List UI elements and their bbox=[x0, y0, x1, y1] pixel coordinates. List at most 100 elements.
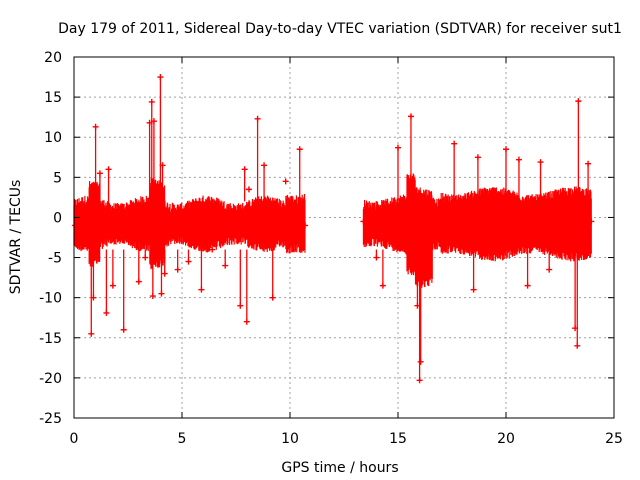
data-point bbox=[88, 330, 95, 337]
data-point bbox=[114, 226, 121, 233]
x-tick-label: 15 bbox=[389, 431, 407, 447]
data-point bbox=[254, 115, 261, 122]
data-point bbox=[245, 186, 252, 193]
data-point bbox=[250, 222, 257, 229]
data-point bbox=[416, 377, 423, 384]
x-tick-label: 5 bbox=[178, 431, 187, 447]
x-axis: 0 5 10 15 20 25 bbox=[70, 57, 623, 447]
data-point bbox=[588, 218, 595, 225]
y-tick-label: -10 bbox=[39, 291, 62, 307]
data-point bbox=[585, 160, 592, 167]
data-point bbox=[397, 222, 404, 229]
data-point bbox=[298, 246, 305, 253]
x-tick-label: 25 bbox=[605, 431, 623, 447]
y-tick-label: -25 bbox=[39, 411, 62, 427]
data-point bbox=[191, 218, 198, 225]
data-point bbox=[451, 140, 458, 147]
data-point bbox=[524, 282, 531, 289]
data-point bbox=[578, 238, 585, 245]
data-point bbox=[179, 222, 185, 229]
data-point bbox=[386, 234, 393, 241]
data-point bbox=[438, 226, 445, 233]
data-point bbox=[105, 166, 112, 173]
data-point bbox=[96, 170, 103, 177]
y-tick-label: -20 bbox=[39, 371, 62, 387]
data-point bbox=[459, 222, 466, 229]
data-point bbox=[417, 358, 424, 365]
data-point bbox=[103, 309, 110, 316]
data-point bbox=[149, 293, 156, 300]
data-point bbox=[261, 162, 268, 169]
data-point bbox=[161, 270, 168, 277]
data-point bbox=[168, 220, 175, 227]
data-point bbox=[243, 318, 250, 325]
x-tick-label: 0 bbox=[70, 431, 79, 447]
data-point bbox=[470, 286, 477, 293]
data-point bbox=[509, 226, 516, 233]
data-point bbox=[269, 294, 276, 301]
data-point bbox=[209, 246, 216, 253]
data-point bbox=[302, 222, 309, 229]
data-point bbox=[150, 118, 157, 125]
data-point bbox=[360, 218, 367, 225]
data-point bbox=[90, 294, 97, 301]
data-point bbox=[215, 218, 222, 225]
data-point bbox=[282, 178, 289, 185]
data-point bbox=[559, 218, 566, 225]
x-tick-label: 10 bbox=[281, 431, 299, 447]
data-point bbox=[531, 218, 538, 225]
data-point bbox=[237, 302, 244, 309]
y-tick-label: 15 bbox=[44, 90, 62, 106]
data-point bbox=[474, 154, 481, 161]
grid-lines bbox=[74, 57, 614, 418]
x-tick-label: 20 bbox=[497, 431, 515, 447]
plot-frame bbox=[73, 56, 615, 419]
data-point bbox=[296, 146, 303, 153]
data-points bbox=[72, 74, 595, 384]
data-point bbox=[537, 159, 544, 166]
y-tick-label: 5 bbox=[53, 170, 62, 186]
data-point bbox=[574, 342, 581, 349]
data-point bbox=[72, 222, 79, 229]
data-point bbox=[487, 218, 494, 225]
y-tick-label: -15 bbox=[39, 331, 62, 347]
data-point bbox=[109, 282, 116, 289]
data-point bbox=[496, 222, 503, 229]
data-point bbox=[293, 238, 300, 245]
data-point bbox=[174, 266, 181, 273]
data-point bbox=[481, 222, 488, 229]
data-point bbox=[148, 98, 155, 105]
data-point bbox=[373, 254, 380, 261]
data-noise-band bbox=[73, 173, 592, 288]
data-point bbox=[79, 218, 86, 225]
data-point bbox=[407, 113, 414, 120]
data-point bbox=[202, 226, 209, 233]
data-point bbox=[567, 222, 574, 229]
data-point bbox=[366, 222, 373, 229]
data-point bbox=[157, 74, 164, 81]
data-point bbox=[552, 222, 559, 229]
data-point bbox=[120, 326, 127, 333]
data-point bbox=[222, 262, 229, 269]
data-point bbox=[515, 156, 522, 163]
data-point bbox=[379, 282, 386, 289]
y-axis-label: SDTVAR / TECUs bbox=[8, 180, 24, 295]
data-point bbox=[153, 230, 160, 237]
data-point bbox=[230, 230, 237, 237]
data-point bbox=[289, 226, 296, 233]
y-axis: 20 15 10 5 0 -5 -10 -15 -20 -25 bbox=[39, 50, 614, 427]
data-point bbox=[395, 144, 401, 151]
data-point bbox=[198, 286, 205, 293]
y-tick-label: 0 bbox=[53, 210, 62, 226]
data-point bbox=[276, 218, 283, 225]
data-point bbox=[127, 218, 134, 225]
data-point bbox=[444, 218, 451, 225]
data-point bbox=[158, 290, 165, 297]
data-point bbox=[401, 242, 408, 249]
data-point bbox=[241, 166, 248, 173]
data-point bbox=[135, 278, 142, 285]
y-tick-label: -5 bbox=[48, 251, 62, 267]
data-point bbox=[546, 266, 553, 273]
chart-title: Day 179 of 2011, Sidereal Day-to-day VTE… bbox=[58, 21, 622, 37]
y-tick-label: 10 bbox=[44, 130, 62, 146]
